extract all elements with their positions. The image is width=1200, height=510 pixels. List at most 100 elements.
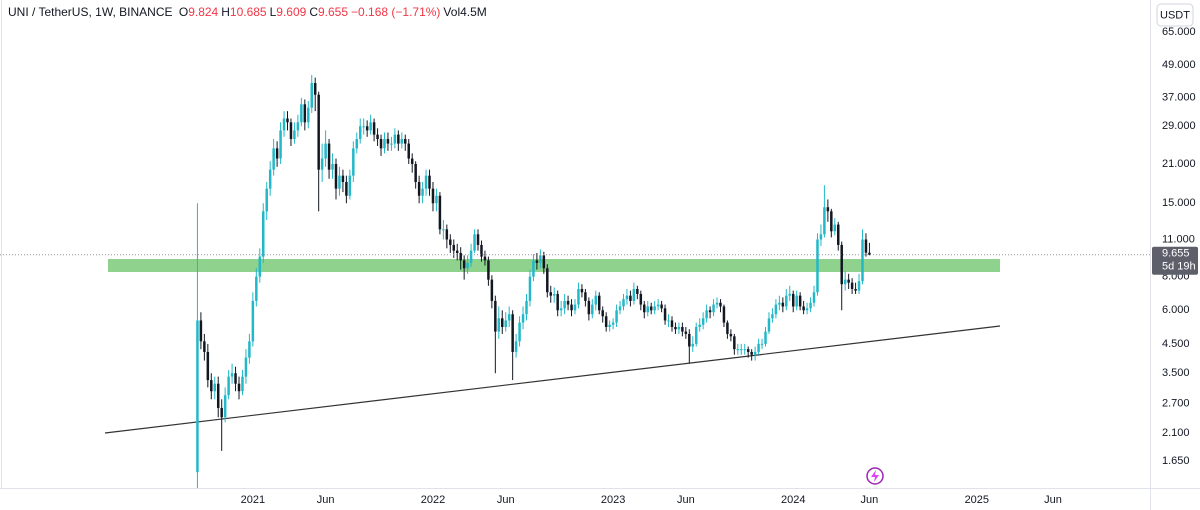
event-bolt[interactable] (871, 470, 879, 482)
candle-body (705, 310, 708, 319)
candle-body (487, 260, 490, 280)
candle-body (726, 322, 729, 334)
candle-body (701, 318, 705, 325)
candle-body (764, 331, 767, 344)
candle-body (372, 122, 376, 135)
last-price-label: 9.655 (1162, 248, 1190, 260)
candle-body (598, 295, 601, 311)
candle-body (407, 143, 410, 159)
candle-body (476, 234, 480, 245)
ohlc-value: 9.655 (317, 5, 349, 19)
candle-body (521, 314, 525, 323)
candle-body (861, 239, 864, 282)
candle-body (324, 143, 327, 159)
candle-body (400, 139, 404, 144)
candle-body (625, 295, 629, 300)
candle-body (196, 320, 199, 473)
candle-body (805, 308, 809, 311)
candle-body (760, 343, 764, 345)
candle-body (608, 324, 611, 327)
candle-body (452, 244, 456, 251)
candle-body (622, 299, 625, 307)
y-tick-label: 4.500 (1162, 338, 1190, 350)
candle-body (424, 175, 428, 189)
candle-body (501, 318, 504, 327)
candle-body (421, 188, 424, 196)
x-tick-label: Jun (677, 494, 695, 506)
candle-body (681, 326, 684, 332)
last-price-box (1152, 246, 1198, 275)
candle-body (435, 195, 438, 204)
candle-body (504, 320, 507, 327)
candle-body (802, 306, 805, 311)
candle-body (788, 293, 792, 296)
candle-body (473, 234, 476, 251)
candle-body (566, 300, 570, 305)
y-tick-label: 11.000 (1162, 233, 1195, 245)
candle-body (618, 306, 622, 311)
volume-key: Vol (443, 5, 461, 19)
candle-body (483, 256, 487, 261)
candle-body (275, 148, 279, 159)
x-tick-label: 2024 (781, 494, 805, 506)
candle-body (348, 175, 352, 196)
candle-body (570, 304, 573, 311)
candle-body (785, 295, 788, 307)
x-tick-label: 2025 (965, 494, 989, 506)
ohlc-key: H (221, 5, 230, 19)
candle-body (525, 300, 528, 315)
candle-body (670, 320, 674, 327)
candle-body (722, 306, 726, 323)
candle-body (296, 122, 300, 131)
candle-body (414, 163, 417, 182)
candle-body (611, 322, 615, 325)
candle-body (615, 310, 618, 323)
candle-body (646, 306, 649, 313)
candle-body (282, 118, 286, 131)
candle-body (584, 292, 587, 301)
candle-body (791, 293, 795, 307)
candle-body (331, 163, 334, 170)
candle-body (390, 143, 393, 145)
candle-body (660, 304, 663, 309)
candle-body (386, 139, 390, 144)
candle-body (355, 139, 359, 149)
candle-body (823, 207, 826, 235)
candle-body (733, 336, 736, 350)
support-zone (108, 259, 1000, 272)
candle-body (442, 229, 445, 231)
candle-body (455, 250, 459, 253)
candle-body (819, 234, 823, 240)
candle-body (740, 349, 743, 351)
candle-body (244, 357, 248, 377)
candle-body (497, 318, 501, 332)
candle-body (677, 326, 681, 330)
currency-button[interactable] (1156, 3, 1194, 27)
y-tick-label: 37.000 (1162, 92, 1196, 104)
candle-body (743, 349, 746, 351)
x-tick-label: 2021 (241, 494, 265, 506)
candle-body (674, 326, 677, 330)
candle-body (591, 304, 594, 315)
candle-body (843, 279, 847, 285)
x-tick-label: Jun (1044, 494, 1062, 506)
y-tick-label: 2.100 (1162, 427, 1190, 439)
ohlc-key: O (178, 5, 189, 19)
candle-body (539, 255, 542, 263)
x-tick-label: 2022 (421, 494, 445, 506)
candle-body (778, 302, 781, 305)
candle-body (556, 293, 559, 311)
candle-body (327, 143, 331, 170)
currency-label[interactable]: USDT (1160, 9, 1190, 21)
event-icon[interactable] (866, 467, 884, 485)
candle-body (528, 276, 532, 301)
candle-body (289, 122, 293, 140)
candle-body (601, 310, 604, 317)
candle-body (656, 304, 660, 307)
candle-body (750, 351, 753, 355)
candle-body (649, 306, 653, 311)
candle-body (580, 288, 584, 293)
candle-body (241, 376, 244, 392)
candle-body (404, 139, 407, 144)
